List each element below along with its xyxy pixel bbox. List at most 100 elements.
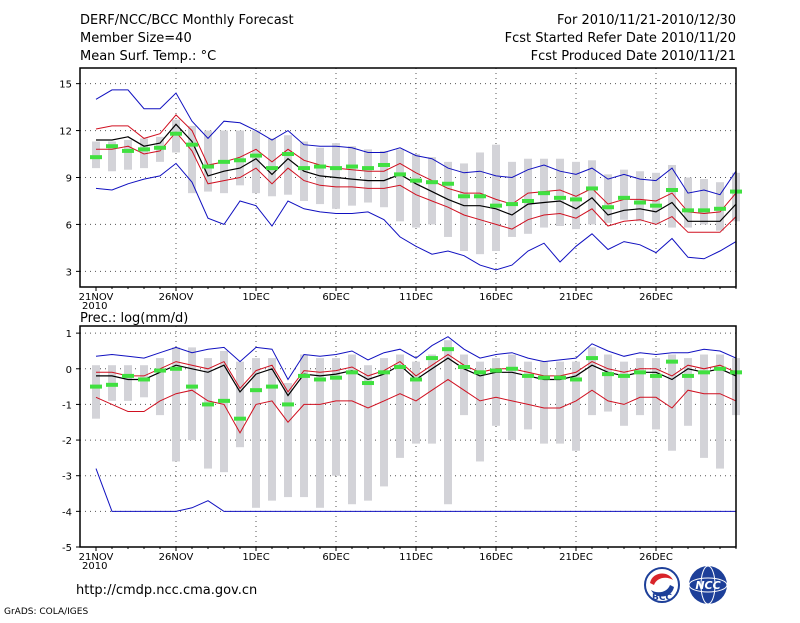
temperature-range-box bbox=[412, 154, 420, 228]
precip-median-mark bbox=[698, 370, 710, 375]
precip-range-box bbox=[316, 358, 324, 508]
temperature-spread-lower-line bbox=[96, 131, 737, 233]
precip-median-mark bbox=[618, 373, 630, 378]
precip-range-box bbox=[716, 354, 724, 469]
temperature-median-mark bbox=[682, 208, 694, 213]
temperature-median-mark bbox=[554, 195, 566, 200]
precip-range-box bbox=[572, 361, 580, 451]
temperature-median-mark bbox=[154, 145, 166, 150]
temperature-range-box bbox=[652, 172, 660, 225]
precip-range-box bbox=[508, 354, 516, 441]
precip-range-box bbox=[444, 340, 452, 505]
precip-range-box bbox=[476, 361, 484, 462]
temperature-x-tick-label: 26NOV bbox=[159, 292, 194, 303]
temperature-y-tick-label: 12 bbox=[59, 127, 72, 138]
precip-median-mark bbox=[410, 377, 422, 382]
precip-median-mark bbox=[634, 370, 646, 375]
temperature-max-line bbox=[95, 89, 737, 196]
precip-range-box bbox=[236, 361, 244, 448]
temperature-range-box bbox=[492, 144, 500, 252]
temperature-median-mark bbox=[410, 178, 422, 183]
figure-title: DERF/NCC/BCC Monthly Forecast bbox=[80, 13, 294, 28]
temperature-x-tick-label: 21DEC bbox=[559, 292, 593, 303]
precip-x-tick-label: 26NOV bbox=[159, 552, 194, 563]
precip-x-tick-label: 6DEC bbox=[322, 552, 349, 563]
temperature-x-tick-label: 6DEC bbox=[322, 292, 349, 303]
precip-range-box bbox=[364, 365, 372, 501]
temperature-median-mark bbox=[618, 195, 630, 200]
precip-range-box bbox=[684, 358, 692, 426]
precip-range-box bbox=[156, 358, 164, 416]
precip-median-mark bbox=[682, 373, 694, 378]
temperature-range-box bbox=[556, 158, 564, 226]
precip-median-mark bbox=[314, 377, 326, 382]
precip-x-tick-label: 11DEC bbox=[399, 552, 433, 563]
grads-credit: GrADS: COLA/IGES bbox=[4, 607, 88, 617]
precip-median-mark bbox=[490, 368, 502, 373]
temperature-x-tick-label: 1DEC bbox=[242, 292, 269, 303]
precip-range-box bbox=[124, 365, 132, 401]
temperature-y-axis: 3 6 9 12 15 bbox=[59, 80, 80, 278]
temperature-range-box bbox=[620, 169, 628, 220]
temperature-median-mark bbox=[186, 142, 198, 147]
precip-range-box bbox=[172, 347, 180, 462]
precip-median-mark bbox=[458, 364, 470, 369]
temperature-y-tick-label: 6 bbox=[66, 220, 72, 231]
precip-median-mark bbox=[186, 384, 198, 389]
precip-median-mark bbox=[378, 370, 390, 375]
temperature-range-box bbox=[140, 138, 148, 169]
precip-median-mark bbox=[298, 373, 310, 378]
precip-x-tick-label: 26DEC bbox=[639, 552, 673, 563]
temperature-median-mark bbox=[314, 164, 326, 169]
temperature-range-box bbox=[204, 130, 212, 192]
temperature-median-mark bbox=[394, 172, 406, 177]
precip-median-mark bbox=[522, 373, 534, 378]
precip-range-box bbox=[188, 347, 196, 441]
precip-x-tick-label: 21NOV bbox=[79, 552, 114, 563]
temperature-median-mark bbox=[522, 198, 534, 203]
temperature-median-mark bbox=[282, 152, 294, 157]
temperature-median-mark bbox=[90, 155, 102, 160]
precip-panel: -5 -4 -3 -2 -1 0 1 21NOV 26NOV 1DEC 6DEC 11DEC 16DE… bbox=[62, 325, 742, 572]
precip-y-axis: -5 -4 -3 -2 -1 0 1 bbox=[62, 329, 80, 554]
temperature-median-mark bbox=[490, 203, 502, 208]
precip-range-box bbox=[540, 361, 548, 444]
precip-year-label: 2010 bbox=[82, 561, 107, 572]
precip-range-box bbox=[428, 354, 436, 444]
precip-range-box bbox=[92, 365, 100, 419]
precip-max-line bbox=[95, 336, 737, 381]
temperature-median-mark bbox=[570, 197, 582, 202]
temperature-range-box bbox=[572, 161, 580, 230]
temperature-year-label: 2010 bbox=[82, 301, 107, 312]
precip-median-mark bbox=[442, 347, 454, 352]
precip-range-box bbox=[492, 358, 500, 426]
temperature-range-box bbox=[428, 157, 436, 225]
temperature-range-box bbox=[188, 125, 196, 194]
bcc-logo: BCC bbox=[644, 567, 680, 603]
temperature-range-box bbox=[460, 163, 468, 252]
precip-range-box bbox=[604, 354, 612, 412]
temperature-range-box bbox=[636, 171, 644, 222]
temperature-median-mark bbox=[378, 162, 390, 167]
temperature-range-box bbox=[524, 158, 532, 234]
temperature-median-mark bbox=[330, 166, 342, 171]
temperature-range-box bbox=[108, 141, 116, 172]
temperature-median-mark bbox=[170, 131, 182, 136]
precip-boxes bbox=[92, 340, 740, 508]
precip-range-box bbox=[204, 358, 212, 469]
precip-median-mark bbox=[122, 373, 134, 378]
temperature-range-box bbox=[172, 119, 180, 153]
temperature-range-box bbox=[284, 135, 292, 195]
precip-median-mark bbox=[266, 384, 278, 389]
temperature-range-box bbox=[716, 182, 724, 231]
temperature-median-mark bbox=[586, 186, 598, 191]
temperature-median-mark bbox=[634, 200, 646, 205]
temperature-medians bbox=[90, 131, 742, 213]
temperature-median-mark bbox=[442, 181, 454, 186]
precip-range-box bbox=[284, 383, 292, 498]
precip-x-tick-label: 16DEC bbox=[479, 552, 513, 563]
precip-x-tick-label: 1DEC bbox=[242, 552, 269, 563]
precip-range-box bbox=[524, 361, 532, 430]
